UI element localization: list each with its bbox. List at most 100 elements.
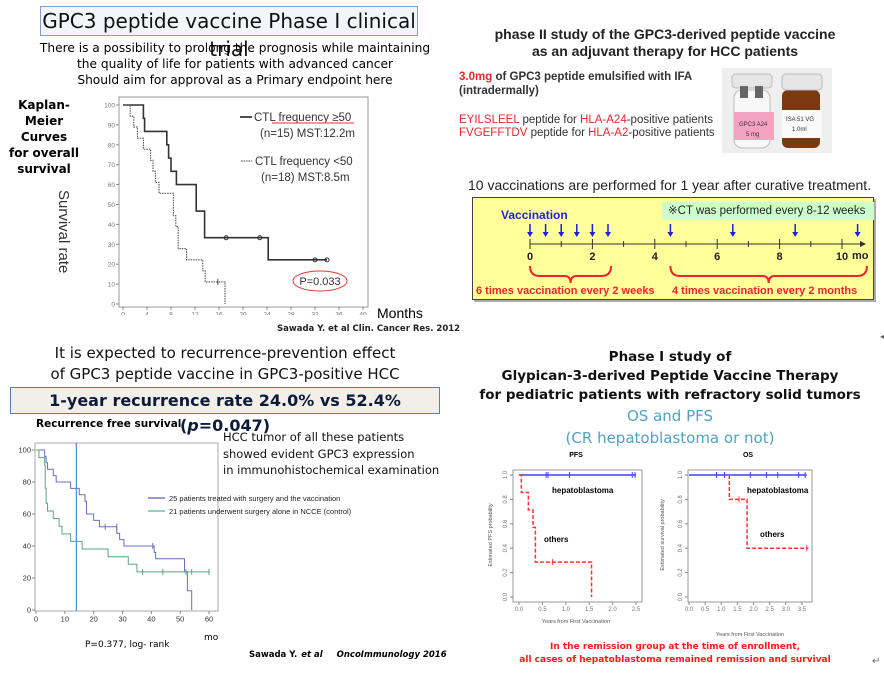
- x-tick-label: 2.0: [608, 607, 617, 613]
- vial-label: 1.0ml: [792, 127, 807, 133]
- p-symbol: p: [187, 416, 199, 435]
- y-tick-label: 0.8: [503, 495, 509, 504]
- km-label-line: Kaplan-Meier: [18, 98, 70, 128]
- peptide-line: EYILSLEEL peptide for HLA-A24-positive p…: [459, 113, 713, 127]
- timeline-tick-label: 6: [714, 251, 720, 263]
- censor-mark: [324, 257, 330, 263]
- x-tick-label: 16: [215, 312, 223, 316]
- vial-label: GPC3 A24: [739, 122, 768, 128]
- y-tick-label: 70: [108, 162, 116, 169]
- q4-footnote: In the remission group at the time of en…: [470, 641, 880, 667]
- censor-mark: [312, 257, 318, 263]
- x-tick-label: 2.5: [765, 607, 774, 613]
- vaccination-arrowhead: [558, 232, 565, 237]
- ct-note: ※CT was performed every 8-12 weeks: [662, 202, 874, 220]
- recurrence-rate-text: 1-year recurrence rate 24.0% vs 52.4% (p…: [49, 391, 401, 435]
- hcc-note: HCC tumor of all these patients showed e…: [223, 429, 439, 479]
- x-tick-label: 36: [335, 312, 343, 316]
- hcc-note-line: showed evident GPC3 expression: [223, 446, 415, 461]
- y-tick-label: 0.0: [503, 592, 509, 601]
- censor-mark: [257, 235, 263, 241]
- x-tick-label: 3.0: [782, 607, 791, 613]
- y-tick-label: 10: [108, 282, 116, 289]
- timeline-tick-label: 4: [652, 251, 659, 263]
- x-tick-label: 20: [89, 615, 97, 624]
- os-chart: OS 0.0 0.2 0.4 0.6 0.8 1.0 0.0 0.5 1.0 1.5 2.0 2.5 3.…: [660, 452, 813, 638]
- survival-curve-2: [123, 104, 226, 304]
- x-axis-label: Years from First Vaccination: [716, 632, 784, 638]
- timeline-tick-label: 10: [836, 251, 848, 263]
- plot-frame: [687, 469, 813, 603]
- expectation-line: It is expected to recurrence-prevention …: [54, 344, 396, 362]
- hla-type: HLA-A24: [580, 114, 627, 126]
- x-tick-label: 0: [121, 312, 125, 316]
- vaccination-arrowhead: [589, 232, 596, 237]
- legend-label: 25 patients treated with surgery and the…: [169, 494, 340, 503]
- x-tick-label: 1.5: [733, 607, 742, 613]
- x-tick-label: 24: [263, 312, 271, 316]
- vaccination-arrowhead: [729, 232, 736, 237]
- x-tick-label: 12: [191, 312, 199, 316]
- y-tick-label: 0.0: [678, 592, 684, 601]
- x-tick-label: 0.5: [538, 607, 547, 613]
- plot-frame: [34, 442, 219, 612]
- vaccination-arrowhead: [573, 232, 580, 237]
- timeline-arrowhead: [860, 241, 866, 247]
- arrow-left-icon: ◀: [880, 332, 884, 341]
- q4-subtitle: OS and PFS (CR hepatoblastoma or not): [460, 405, 880, 449]
- y-tick-label: 100: [104, 103, 115, 110]
- citation-etal: et al: [301, 650, 323, 660]
- x-tick-label: 8: [169, 312, 173, 316]
- km-curve-label: Kaplan-Meier Curves for overall survival: [4, 97, 84, 177]
- x-tick-label: 2.5: [632, 607, 641, 613]
- q1-desc-line: the quality of life for patients with ad…: [77, 57, 393, 71]
- pfs-chart: PFS 0.0 0.2 0.4 0.6 0.8 1.0 0.0 0.5 1.0 1.5 2.0 2.5 Y…: [488, 452, 643, 625]
- timeline-tick-label: 2: [589, 251, 595, 263]
- y-tick-label: 0: [111, 302, 115, 309]
- y-tick-label: 60: [108, 182, 116, 189]
- survival-curve-1: [123, 104, 327, 261]
- hcc-note-line: in immunohistochemical examination: [223, 463, 440, 477]
- x-tick-label: 0.5: [701, 607, 710, 613]
- y-tick-label: 100: [18, 446, 31, 455]
- x-tick-label: 40: [147, 615, 155, 624]
- vaccination-label: Vaccination: [501, 208, 568, 222]
- q4-title: Phase I study of Glypican-3-derived Pept…: [460, 348, 880, 405]
- expectation-text: It is expected to recurrence-prevention …: [10, 343, 440, 385]
- plot-frame: [512, 469, 643, 603]
- route-text: (intradermally): [459, 85, 539, 97]
- y-tick-label: 1.0: [503, 470, 509, 479]
- q1-desc-line: There is a possibility to prolong the pr…: [39, 41, 431, 55]
- q4-title-line: Glypican-3-derived Peptide Vaccine Thera…: [501, 368, 839, 384]
- y-tick-label: 0: [27, 606, 31, 615]
- legend-label: CTL frequency <50: [255, 156, 353, 168]
- hla-type: HLA-A2: [588, 127, 629, 139]
- vaccination-arrowhead: [527, 232, 533, 237]
- x-tick-label: 60: [205, 615, 213, 624]
- km-label-line: for overall: [8, 146, 79, 160]
- timeline-unit: mo: [852, 250, 869, 262]
- y-tick-label: 30: [108, 242, 116, 249]
- km-os-chart: 0 10 20 30 40 50 60 70 80 90 100 0 4 8 12 16 20 24 28 32 36 4…: [104, 96, 369, 316]
- citation-author: Sawada Y.: [249, 650, 298, 660]
- series-label: others: [544, 535, 569, 544]
- q4-subtitle-line: OS and PFS: [626, 407, 713, 425]
- p-value-circle: [292, 270, 348, 292]
- peptide-seq: EYILSLEEL: [459, 114, 520, 126]
- x-tick-label: 0: [34, 615, 38, 624]
- footnote-line: In the remission group at the time of en…: [549, 642, 800, 652]
- y-tick-label: 40: [23, 542, 31, 551]
- x-tick-label: 0.0: [685, 607, 694, 613]
- y-tick-label: 0.4: [503, 543, 509, 552]
- legend-label: CTL frequency ≥50: [254, 112, 351, 124]
- x-tick-label: 0.0: [515, 607, 524, 613]
- chart-title: PFS: [569, 452, 583, 459]
- series-label: others: [760, 530, 785, 539]
- vaccination-arrowhead: [792, 232, 799, 237]
- q1-description: There is a possibility to prolong the pr…: [30, 40, 440, 88]
- y-tick-label: 40: [108, 222, 116, 229]
- x-tick-label: 1.0: [717, 607, 726, 613]
- q4-title-line: Phase I study of: [608, 349, 732, 365]
- series-label: hepatoblastoma: [552, 486, 614, 495]
- y-tick-label: 60: [23, 510, 31, 519]
